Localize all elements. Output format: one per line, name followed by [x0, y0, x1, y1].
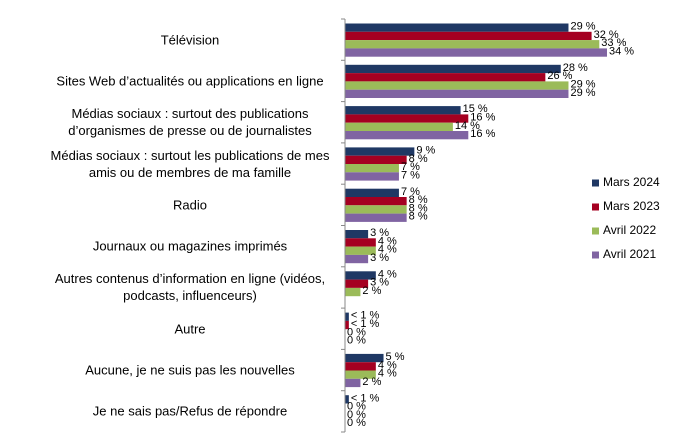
bar: [345, 31, 592, 41]
value-label: 7 %: [401, 186, 420, 198]
bar: [345, 271, 376, 280]
value-label: 16 %: [470, 111, 495, 123]
bar: [345, 230, 369, 239]
bar: [345, 279, 369, 288]
bar: [345, 378, 361, 388]
bar: [345, 320, 349, 330]
bar: [345, 312, 349, 321]
bar: [345, 147, 415, 156]
value-label: 33 %: [601, 37, 626, 49]
value-label: 4 %: [378, 359, 397, 371]
legend-swatch: [592, 227, 599, 235]
bar: [345, 213, 407, 222]
value-label: 5 %: [386, 351, 405, 363]
bar: [345, 48, 607, 57]
value-label: 3 %: [370, 277, 389, 289]
value-label: 4 %: [378, 368, 397, 380]
category-label: Radio: [173, 197, 207, 213]
legend-label: Mars 2023: [603, 199, 660, 213]
legend-swatch: [592, 179, 599, 187]
bar: [345, 205, 407, 214]
bar: [345, 353, 384, 363]
category-label: Sites Web d’actualités ou applications e…: [56, 73, 324, 89]
value-label: 0 %: [347, 326, 366, 338]
bar: [345, 89, 569, 98]
category-label: Journaux ou magazines imprimés: [92, 238, 288, 254]
bar: [345, 114, 469, 123]
bar: [345, 395, 349, 404]
value-label: 0 %: [347, 401, 366, 413]
value-label: 28 %: [563, 62, 588, 74]
value-label: 8 %: [409, 211, 428, 223]
category-label: Aucune, je ne suis pas les nouvelles: [85, 362, 295, 378]
value-label: 8 %: [409, 153, 428, 165]
bar: [345, 238, 376, 247]
category-label: Autres contenus d’information en ligne (…: [54, 271, 326, 304]
value-label: 26 %: [547, 70, 572, 82]
value-label: 3 %: [370, 252, 389, 264]
value-label: 7 %: [401, 161, 420, 173]
bar: [345, 197, 407, 206]
value-label: 16 %: [470, 128, 495, 140]
bar: [345, 164, 399, 173]
bar: [345, 287, 361, 297]
legend-swatch: [592, 203, 599, 211]
value-label: 4 %: [378, 235, 397, 247]
bar: [345, 188, 399, 197]
bar: [345, 155, 407, 164]
category-label: Autre: [174, 321, 206, 337]
bar: [345, 370, 376, 379]
value-label: 7 %: [401, 169, 420, 181]
value-label: < 1 %: [351, 318, 380, 330]
value-label: < 1 %: [351, 310, 380, 322]
value-label: 0 %: [347, 409, 366, 421]
value-label: 29 %: [570, 21, 595, 33]
bar: [345, 246, 376, 255]
value-label: 14 %: [455, 120, 480, 132]
value-label: 32 %: [594, 29, 619, 41]
value-label: 29 %: [570, 87, 595, 99]
bar: [345, 122, 453, 131]
bar: [345, 106, 461, 115]
value-label: 2 %: [362, 376, 381, 388]
value-label: 29 %: [570, 78, 595, 90]
bar: [345, 254, 369, 264]
bar: [345, 172, 399, 181]
bar: [345, 73, 546, 82]
value-label: 15 %: [463, 103, 488, 115]
value-label: 4 %: [378, 244, 397, 256]
value-label: < 1 %: [351, 392, 380, 404]
bar: [345, 40, 600, 49]
legend-label: Mars 2024: [603, 175, 660, 189]
category-label: Médias sociaux : surtout des publication…: [68, 106, 312, 139]
category-label: Je ne sais pas/Refus de répondre: [92, 403, 288, 419]
bar: [345, 64, 561, 74]
value-label: 9 %: [416, 144, 435, 156]
value-label: 2 %: [362, 285, 381, 297]
bar: [345, 23, 569, 32]
bar: [345, 362, 376, 371]
legend-label: Avril 2021: [603, 247, 656, 261]
value-label: 0 %: [347, 417, 366, 429]
category-label: Télévision: [160, 32, 220, 48]
legend-swatch: [592, 251, 599, 259]
value-label: 4 %: [378, 268, 397, 280]
value-label: 0 %: [347, 335, 366, 347]
legend-label: Avril 2022: [603, 223, 656, 237]
value-label: 8 %: [409, 194, 428, 206]
value-label: 3 %: [370, 227, 389, 239]
value-label: 8 %: [409, 202, 428, 214]
category-label: Médias sociaux : surtout les publication…: [50, 147, 330, 180]
bar: [345, 131, 469, 140]
value-label: 34 %: [609, 45, 634, 57]
bar: [345, 81, 569, 90]
